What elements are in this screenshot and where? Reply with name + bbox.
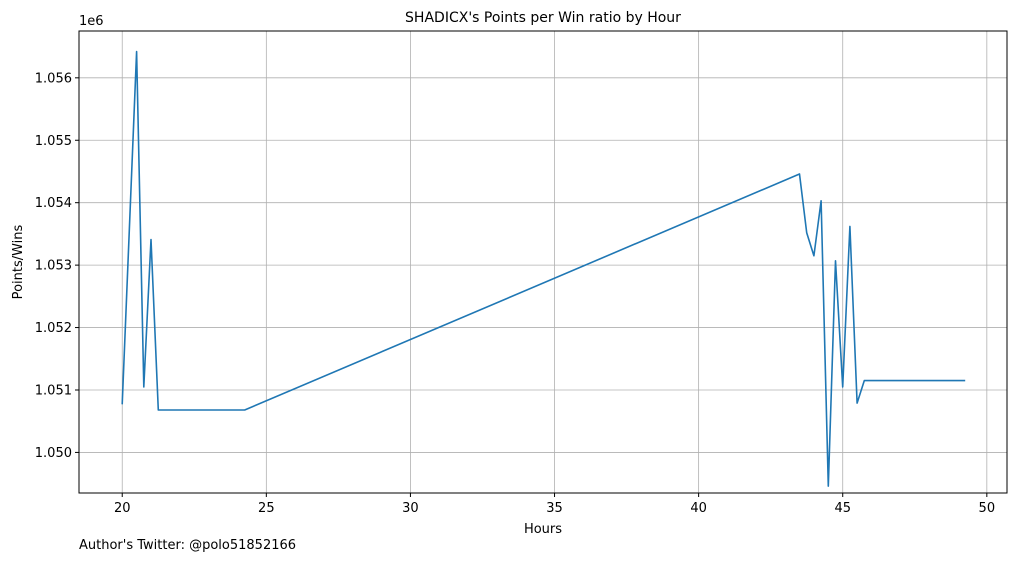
x-tick-label: 50	[979, 501, 996, 516]
y-axis-label: Points/Wins	[11, 224, 26, 299]
author-twitter-note: Author's Twitter: @polo51852166	[79, 538, 297, 553]
x-tick-label: 25	[258, 501, 275, 516]
x-tick-label: 20	[114, 501, 131, 516]
plot-area	[79, 31, 1007, 493]
grid	[79, 31, 1007, 493]
plot-frame	[78, 30, 1008, 494]
series-layer	[121, 50, 966, 487]
axes	[78, 30, 1008, 494]
y-tick-label: 1.051	[35, 383, 72, 398]
y-tick-label: 1.052	[35, 321, 72, 336]
series-line-0	[121, 50, 966, 487]
y-offset-label: 1e6	[79, 14, 104, 29]
chart-title: SHADICX's Points per Win ratio by Hour	[405, 10, 681, 26]
y-ticks: 1.050 1.051 1.052 1.053 1.054 1.055 1.056	[35, 71, 79, 461]
x-tick-label: 35	[546, 501, 563, 516]
y-tick-label: 1.055	[35, 134, 72, 149]
x-axis-label: Hours	[524, 522, 562, 537]
x-ticks: 20 25 30 35 40 45 50	[114, 493, 995, 516]
y-tick-label: 1.050	[35, 446, 72, 461]
x-tick-label: 45	[834, 501, 851, 516]
y-tick-label: 1.053	[35, 259, 72, 274]
y-tick-label: 1.054	[35, 196, 72, 211]
x-tick-label: 30	[402, 501, 419, 516]
x-tick-label: 40	[690, 501, 707, 516]
y-tick-label: 1.056	[35, 71, 72, 86]
